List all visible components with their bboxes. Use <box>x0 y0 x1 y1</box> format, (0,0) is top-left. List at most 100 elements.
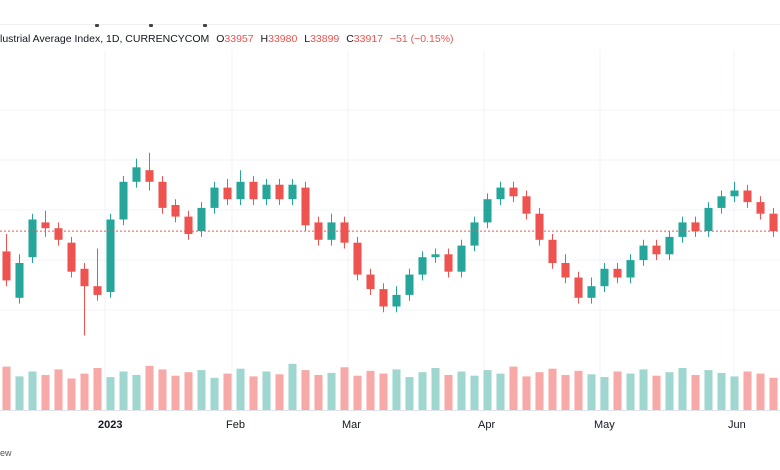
candle-body <box>509 187 518 197</box>
volume-bar <box>535 372 544 410</box>
volume-bar <box>2 366 11 410</box>
low-label: L <box>304 33 311 45</box>
candle-body <box>132 167 141 182</box>
volume-bar <box>340 367 349 410</box>
volume-bar <box>106 377 115 410</box>
x-tick-label: May <box>594 419 615 431</box>
candle-body <box>431 254 440 258</box>
volume-bar <box>41 375 50 410</box>
candle-body <box>262 184 271 200</box>
candle-body <box>275 184 284 200</box>
candle <box>405 268 414 301</box>
candle <box>704 202 713 237</box>
volume-bar <box>652 375 661 410</box>
volume-bar <box>184 372 193 410</box>
candle-body <box>93 286 102 295</box>
volume-bar <box>67 378 76 410</box>
volume-bar <box>470 375 479 410</box>
candle-body <box>418 257 427 275</box>
volume-bar <box>28 371 37 410</box>
candle <box>392 286 401 313</box>
volume-bar <box>314 375 323 410</box>
candle <box>509 181 518 203</box>
candle-body <box>691 222 700 232</box>
x-tick-label: Jun <box>728 419 746 431</box>
volume-bar <box>392 369 401 410</box>
candle <box>613 263 622 284</box>
candle-body <box>80 268 89 287</box>
volume-bar <box>327 372 336 410</box>
volume-bar <box>483 370 492 410</box>
candle <box>67 236 76 278</box>
candle-body <box>197 207 206 232</box>
toolbar-mark <box>203 24 207 27</box>
candle <box>587 277 596 304</box>
candle <box>184 210 193 240</box>
volume-bar <box>275 374 284 410</box>
candle <box>730 181 739 203</box>
candle <box>340 216 349 249</box>
candle <box>93 248 102 301</box>
volume-bar <box>626 373 635 410</box>
candle-body <box>288 184 297 200</box>
volume-bar <box>756 373 765 410</box>
candle <box>314 216 323 246</box>
volume-bar <box>444 375 453 410</box>
candle <box>561 254 570 284</box>
volume-bar <box>769 377 778 410</box>
candle-body <box>223 187 232 200</box>
candle-body <box>301 187 310 226</box>
volume-bar <box>405 377 414 410</box>
candle-body <box>704 207 713 232</box>
high-value: 33980 <box>268 33 298 45</box>
candle <box>301 181 310 232</box>
candle-body <box>626 260 635 278</box>
volume-bars <box>2 363 778 410</box>
candle-body <box>366 274 375 290</box>
candle <box>262 178 271 205</box>
volume-bar <box>704 370 713 410</box>
candle <box>80 263 89 336</box>
candle-body <box>327 222 336 240</box>
candle <box>249 176 258 205</box>
candle-body <box>28 219 37 258</box>
volume-bar <box>418 372 427 410</box>
candle <box>756 196 765 220</box>
volume-bar <box>236 368 245 410</box>
volume-bar <box>93 368 102 410</box>
candle-body <box>236 181 245 200</box>
toolbar <box>0 0 780 27</box>
candle <box>483 193 492 229</box>
x-axis-labels: 2023 Feb Mar Apr May Jun <box>98 419 746 431</box>
candle <box>639 239 648 266</box>
candle-body <box>743 190 752 203</box>
volume-bar <box>80 373 89 410</box>
close-label: C <box>346 33 354 45</box>
candle-body <box>405 274 414 295</box>
candle-body <box>587 286 596 298</box>
volume-bar <box>496 373 505 410</box>
volume-bar <box>613 371 622 410</box>
volume-bar <box>600 377 609 410</box>
candle-body <box>41 222 50 229</box>
candle-body <box>392 294 401 307</box>
candle <box>522 190 531 220</box>
candle <box>119 176 128 226</box>
candle <box>54 222 63 246</box>
open-value: 33957 <box>224 33 254 45</box>
candle <box>535 207 544 246</box>
candle-body <box>15 263 24 298</box>
candle <box>197 202 206 237</box>
volume-bar <box>132 375 141 410</box>
x-tick-label: Feb <box>226 419 245 431</box>
candle-body <box>652 245 661 255</box>
volume-bar <box>301 370 310 410</box>
candle-body <box>67 242 76 272</box>
volume-bar <box>54 369 63 410</box>
candle <box>15 254 24 304</box>
candle <box>626 254 635 284</box>
volume-bar <box>522 376 531 410</box>
candle-body <box>444 254 453 272</box>
volume-bar <box>210 377 219 410</box>
